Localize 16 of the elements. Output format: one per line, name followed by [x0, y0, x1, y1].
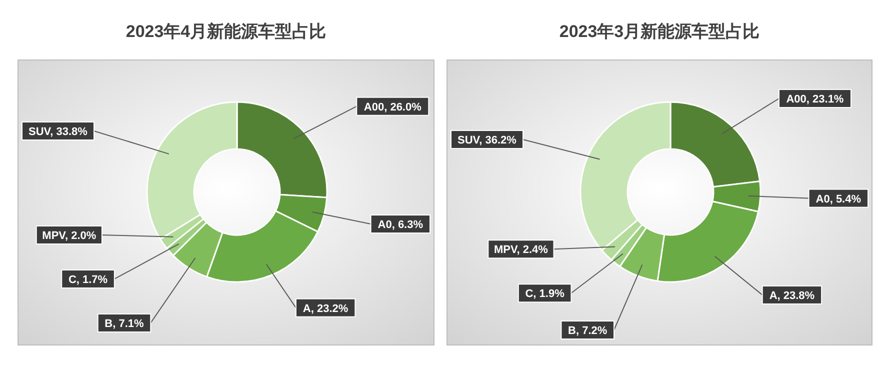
- slice-label: A, 23.2%: [302, 302, 348, 315]
- slice-label: A00, 23.1%: [786, 93, 844, 106]
- slice-label: A0, 6.3%: [378, 219, 424, 232]
- slice-label: SUV, 36.2%: [458, 134, 517, 146]
- slice-label: A, 23.8%: [769, 290, 815, 302]
- chart-title: 2023年4月新能源车型占比: [126, 22, 326, 41]
- slice-label: C, 1.9%: [525, 288, 565, 300]
- slice-label: A00, 26.0%: [364, 101, 422, 114]
- slice-label: MPV, 2.4%: [494, 244, 548, 256]
- slice-label: C, 1.7%: [68, 274, 108, 286]
- slice-label: B, 7.1%: [104, 318, 144, 330]
- slice-label: A0, 5.4%: [816, 193, 862, 206]
- slice-label: B, 7.2%: [568, 325, 608, 337]
- slice-label: SUV, 33.8%: [28, 126, 88, 138]
- slice-label: MPV, 2.0%: [42, 230, 96, 242]
- chart-title: 2023年3月新能源车型占比: [559, 22, 760, 41]
